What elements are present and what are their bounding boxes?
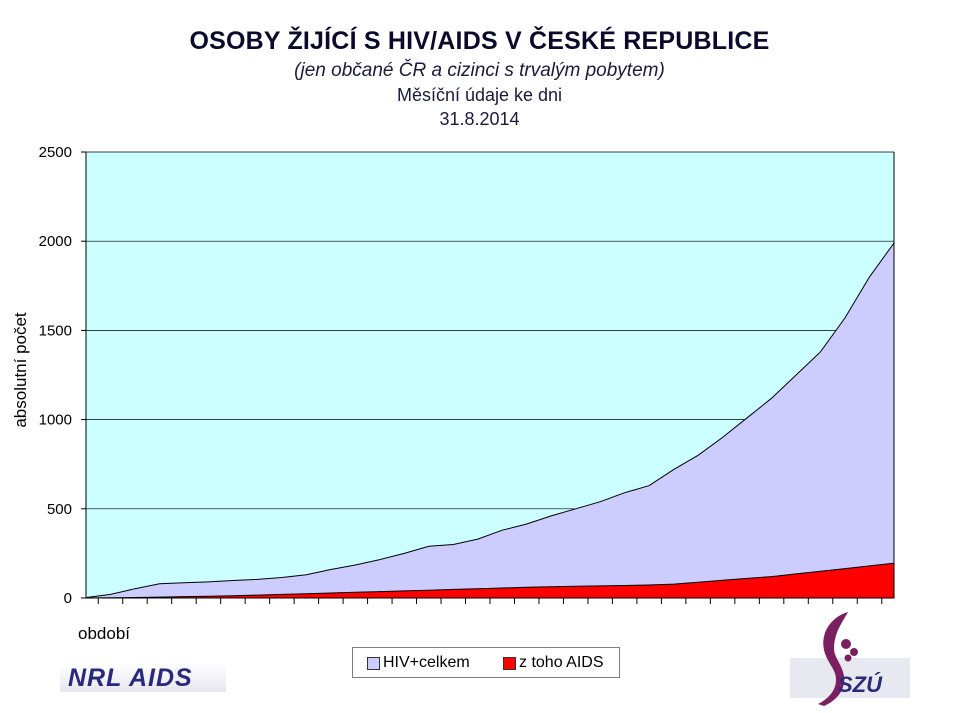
nrl-logo-background <box>60 664 226 692</box>
y-tick-label: 1500 <box>39 322 72 339</box>
legend-label-aids: z toho AIDS <box>519 654 604 671</box>
chart-date: 31.8.2014 <box>439 109 520 129</box>
area-hiv-total <box>85 241 895 599</box>
szu-logo-text: SZÚ <box>838 672 883 697</box>
szu-logo-dot-3 <box>844 654 852 662</box>
szu-logo: SZÚ <box>790 612 910 706</box>
y-tick-label: 2000 <box>39 233 72 250</box>
szu-logo-dot-2 <box>850 648 858 656</box>
nrl-logo-text: NRL AIDS <box>68 664 193 692</box>
chart-subtitle: (jen občané ČR a cizinci s trvalým pobyt… <box>294 60 665 81</box>
area-aids <box>85 562 895 599</box>
y-tick-label: 500 <box>47 501 72 518</box>
x-axis-title: období <box>78 624 130 643</box>
szu-logo-dot-1 <box>841 639 851 649</box>
legend-swatch-hiv <box>367 657 380 670</box>
chart-subtitle-monthly: Měsíční údaje ke dni <box>396 85 563 105</box>
legend: HIV+celkem z toho AIDS <box>352 647 620 678</box>
szu-logo-background <box>790 658 910 698</box>
y-tick-label: 0 <box>64 590 72 607</box>
nrl-aids-logo: NRL AIDS <box>60 664 226 692</box>
y-axis-title: absolutní počet <box>11 312 30 428</box>
y-tick-label: 2500 <box>39 144 72 161</box>
y-tick-label: 1000 <box>39 412 72 429</box>
legend-label-hiv: HIV+celkem <box>383 654 470 671</box>
szu-logo-figure <box>818 612 848 706</box>
chart-title: OSOBY ŽIJÍCÍ S HIV/AIDS V ČESKÉ REPUBLIC… <box>189 27 770 55</box>
legend-swatch-aids <box>503 657 516 670</box>
